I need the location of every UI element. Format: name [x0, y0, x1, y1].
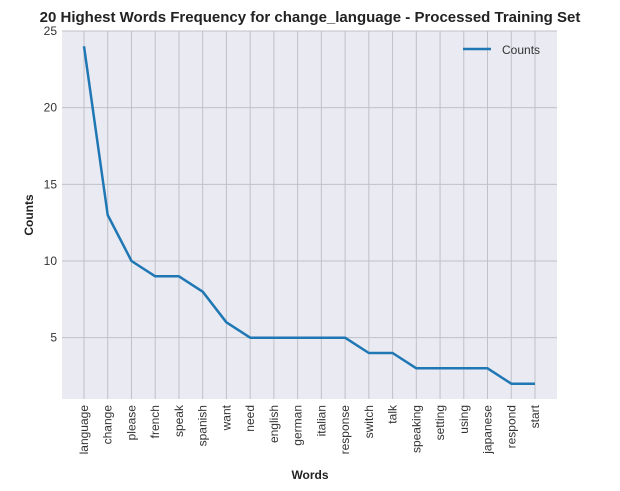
x-tick-label: german: [291, 405, 305, 446]
legend-label: Counts: [502, 43, 540, 57]
x-tick-label: response: [338, 405, 352, 455]
y-tick-label: 25: [44, 24, 58, 38]
y-axis-label: Counts: [22, 194, 36, 236]
plot-area: [62, 31, 557, 399]
y-tick-label: 20: [44, 101, 58, 115]
x-tick-label: setting: [433, 405, 447, 440]
x-axis-label: Words: [291, 468, 328, 482]
y-tick-label: 10: [44, 254, 58, 268]
x-tick-label: language: [77, 405, 91, 455]
x-tick-label: using: [457, 405, 471, 434]
chart-title: 20 Highest Words Frequency for change_la…: [40, 9, 581, 26]
x-tick-label: switch: [362, 405, 376, 438]
x-tick-label: please: [124, 405, 138, 441]
y-ticks: 5 10 15 20 25: [44, 24, 58, 345]
y-tick-label: 15: [44, 177, 58, 191]
x-tick-label: change: [101, 405, 115, 445]
x-tick-label: talk: [386, 404, 400, 424]
x-tick-label: spanish: [196, 405, 210, 446]
x-tick-label: need: [243, 405, 257, 432]
x-tick-label: want: [219, 404, 233, 431]
y-tick-label: 5: [50, 331, 57, 345]
x-tick-label: japanese: [481, 405, 495, 455]
x-tick-label: speak: [172, 404, 186, 437]
x-tick-label: italian: [314, 405, 328, 436]
x-tick-label: respond: [504, 405, 518, 448]
x-tick-label: start: [528, 404, 542, 428]
x-tick-label: french: [148, 405, 162, 438]
x-tick-label: english: [267, 405, 281, 443]
x-ticks: language change please french speak spanish wa…: [77, 404, 542, 455]
x-tick-label: speaking: [409, 405, 423, 453]
